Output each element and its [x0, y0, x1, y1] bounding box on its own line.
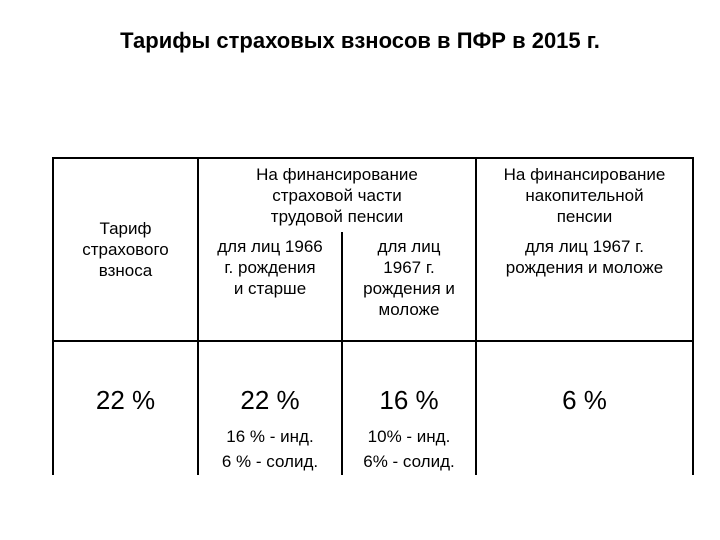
tariff-header-line: страхового — [82, 240, 169, 259]
breakdown-line: 6 % - солид. — [221, 452, 319, 471]
born-1967-header: для лиц 1967 г. рождения и моложе — [343, 232, 475, 340]
tariff-header-line: Тариф — [99, 219, 152, 238]
tariff-value: 22 % — [95, 385, 156, 415]
tariff-header-cell: Тариф страхового взноса — [54, 159, 197, 340]
born-1967-header-line: рождения и — [363, 279, 455, 298]
funded-part-header-line: пенсии — [556, 207, 613, 226]
tariff-header-line: взноса — [98, 261, 153, 280]
insurance-1966-breakdown: 16 % - инд. 6 % - солид. — [199, 423, 341, 475]
table-column-divider — [475, 157, 477, 475]
born-1967-header-line: моложе — [378, 300, 440, 319]
funded-part-header-line: накопительной — [525, 186, 644, 205]
born-1966-header-line: г. рождения — [224, 258, 316, 277]
born-1966-header: для лиц 1966 г. рождения и старше — [199, 232, 341, 314]
table-border-top — [52, 157, 694, 159]
funded-born-1967-header: для лиц 1967 г. рождения и моложе — [477, 232, 692, 292]
insurance-1966-value: 22 % — [240, 385, 300, 415]
funded-part-header: На финансирование накопительной пенсии — [477, 159, 692, 232]
breakdown-line: 10% - инд. — [367, 427, 451, 446]
insurance-1967-breakdown: 10% - инд. 6% - солид. — [343, 423, 475, 475]
born-1967-header-line: для лиц — [377, 237, 441, 256]
table-row-divider — [52, 340, 694, 342]
page-title: Тарифы страховых взносов в ПФР в 2015 г. — [120, 28, 600, 53]
table-column-divider — [197, 157, 199, 475]
insurance-part-header-line: На финансирование — [256, 165, 418, 184]
funded-value: 6 % — [562, 385, 607, 415]
insurance-part-header-line: трудовой пенсии — [270, 207, 404, 226]
insurance-part-header: На финансирование страховой части трудов… — [199, 159, 475, 232]
table-column-divider — [341, 232, 343, 475]
insurance-part-header-line: страховой части — [272, 186, 402, 205]
born-1966-header-line: и старше — [233, 279, 307, 298]
funded-born-1967-header-line: рождения и моложе — [505, 258, 664, 277]
funded-born-1967-header-line: для лиц 1967 г. — [524, 237, 645, 256]
insurance-1967-value: 16 % — [379, 385, 439, 415]
table-border-right — [692, 157, 694, 475]
table-border-left — [52, 157, 54, 475]
funded-part-header-line: На финансирование — [503, 165, 666, 184]
born-1967-header-line: 1967 г. — [383, 258, 435, 277]
born-1966-header-line: для лиц 1966 — [217, 237, 323, 256]
breakdown-line: 16 % - инд. — [226, 427, 314, 446]
breakdown-line: 6% - солид. — [363, 452, 455, 471]
